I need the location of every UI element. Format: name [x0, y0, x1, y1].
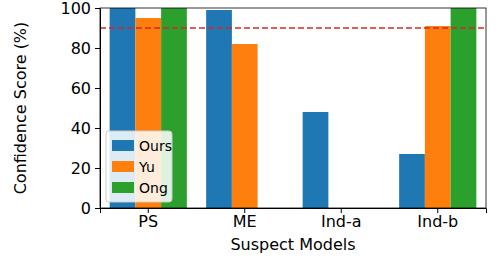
tick-mark	[95, 168, 100, 169]
tick-mark	[95, 208, 100, 209]
tick: PS	[138, 208, 158, 231]
plot: 0 20 40 60 80 100 PS ME Ind-a Ind-b Ours Yu Ong	[60, 0, 486, 231]
marks	[100, 8, 486, 208]
tick: Ind-b	[417, 208, 458, 231]
series	[161, 8, 476, 208]
axis-line	[95, 9, 101, 209]
legend-item: Yu	[112, 159, 155, 175]
tick-label: 100	[60, 0, 91, 18]
x-axis: PS ME Ind-a Ind-b	[101, 208, 487, 231]
tick-label: Ind-b	[417, 212, 458, 231]
tick-mark	[95, 48, 100, 49]
tick-label: 20	[71, 159, 91, 178]
tick-label: 60	[71, 79, 91, 98]
tick: 20	[71, 159, 100, 178]
threshold-line	[100, 27, 486, 29]
tick: ME	[233, 208, 257, 231]
x-axis-title: Suspect Models	[230, 235, 355, 254]
bar	[451, 8, 477, 208]
legend-label: Yu	[138, 159, 155, 175]
tick: 100	[60, 0, 100, 18]
tick: 40	[71, 119, 100, 138]
legend-swatch	[112, 161, 134, 172]
bar	[303, 112, 329, 208]
bar	[399, 154, 425, 208]
tick: Ind-a	[321, 208, 362, 231]
tick: 80	[71, 39, 100, 58]
tick-label: 0	[81, 199, 91, 218]
tick-mark	[95, 128, 100, 129]
legend-item: Ours	[112, 138, 172, 154]
tick: 60	[71, 79, 100, 98]
legend-swatch	[112, 140, 134, 151]
legend-label: Ours	[139, 138, 172, 154]
tick-label: PS	[138, 212, 158, 231]
legend-label: Ong	[139, 180, 168, 196]
tick-label: 40	[71, 119, 91, 138]
tick-label: ME	[233, 212, 257, 231]
tick-mark	[95, 8, 100, 9]
tick: 0	[81, 199, 100, 218]
y-axis: 0 20 40 60 80 100	[60, 0, 100, 218]
y-axis-title: Confidence Score (%)	[11, 22, 30, 195]
bar	[206, 10, 232, 208]
frame	[100, 8, 486, 208]
tick-mark	[95, 88, 100, 89]
legend-box	[106, 131, 172, 202]
tick-label: 80	[71, 39, 91, 58]
chart: 0 20 40 60 80 100 PS ME Ind-a Ind-b Ours Yu Ong Suspe…	[0, 0, 504, 276]
legend: Ours Yu Ong	[106, 131, 172, 202]
legend-item: Ong	[112, 180, 168, 196]
bar	[232, 44, 258, 208]
bar	[425, 26, 451, 208]
tick-label: Ind-a	[321, 212, 362, 231]
legend-swatch	[112, 182, 134, 193]
